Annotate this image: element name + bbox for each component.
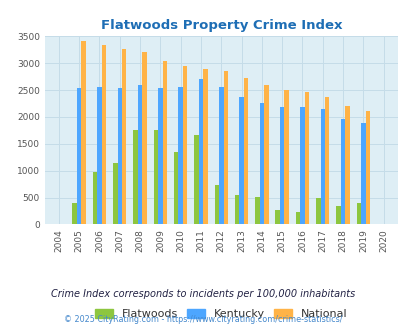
Bar: [324, 97, 329, 224]
Bar: [315, 198, 320, 224]
Bar: [259, 104, 264, 224]
Bar: [173, 152, 178, 224]
Text: © 2025 CityRating.com - https://www.cityrating.com/crime-statistics/: © 2025 CityRating.com - https://www.city…: [64, 315, 341, 324]
Bar: [72, 203, 77, 224]
Bar: [92, 172, 97, 224]
Bar: [219, 87, 223, 224]
Bar: [162, 61, 167, 224]
Bar: [122, 49, 126, 224]
Bar: [295, 212, 300, 224]
Bar: [320, 109, 324, 224]
Bar: [336, 206, 340, 224]
Bar: [234, 195, 239, 224]
Bar: [345, 106, 349, 224]
Bar: [178, 87, 182, 224]
Bar: [182, 66, 187, 224]
Bar: [97, 87, 101, 224]
Bar: [194, 135, 198, 224]
Bar: [77, 88, 81, 224]
Bar: [113, 163, 117, 224]
Bar: [101, 46, 106, 224]
Bar: [284, 90, 288, 224]
Bar: [239, 97, 243, 224]
Bar: [254, 197, 259, 224]
Bar: [158, 88, 162, 224]
Bar: [365, 111, 369, 224]
Bar: [214, 184, 219, 224]
Legend: Flatwoods, Kentucky, National: Flatwoods, Kentucky, National: [95, 309, 346, 319]
Bar: [304, 92, 309, 224]
Bar: [142, 52, 146, 224]
Title: Flatwoods Property Crime Index: Flatwoods Property Crime Index: [100, 19, 341, 32]
Bar: [279, 107, 284, 224]
Bar: [133, 130, 138, 224]
Text: Crime Index corresponds to incidents per 100,000 inhabitants: Crime Index corresponds to incidents per…: [51, 289, 354, 299]
Bar: [153, 130, 158, 224]
Bar: [223, 71, 228, 224]
Bar: [275, 211, 279, 224]
Bar: [243, 78, 248, 224]
Bar: [340, 118, 345, 224]
Bar: [117, 88, 122, 224]
Bar: [264, 85, 268, 224]
Bar: [198, 79, 203, 224]
Bar: [138, 85, 142, 224]
Bar: [81, 41, 86, 224]
Bar: [360, 123, 365, 224]
Bar: [203, 69, 207, 224]
Bar: [356, 203, 360, 224]
Bar: [300, 107, 304, 224]
